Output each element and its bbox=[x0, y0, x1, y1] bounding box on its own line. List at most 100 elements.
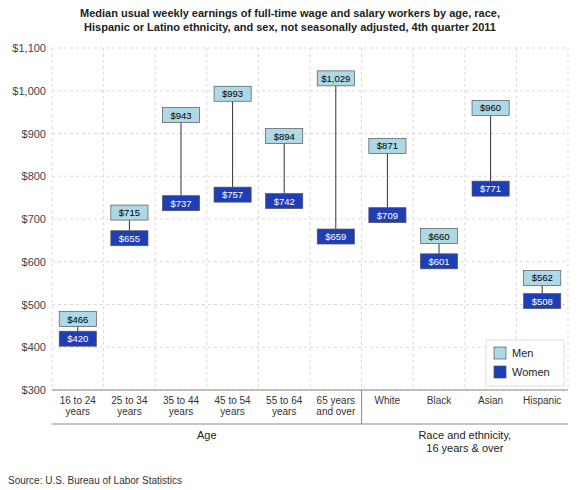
data-labels: $466 $715 $943 $993 $894 $1,029 $871 $660 $960 $5… bbox=[67, 73, 553, 344]
value-box bbox=[317, 71, 354, 86]
value-box bbox=[59, 312, 96, 327]
data-label: $508 bbox=[532, 296, 553, 307]
value-box bbox=[162, 108, 199, 123]
data-label: $466 bbox=[67, 314, 88, 325]
legend: Men Women bbox=[486, 340, 564, 386]
connector bbox=[181, 123, 182, 196]
x-tick-label: Hispanic bbox=[523, 395, 561, 406]
category-separator bbox=[258, 48, 259, 390]
connector bbox=[387, 153, 388, 207]
category-separator bbox=[464, 48, 465, 390]
data-label: $420 bbox=[67, 333, 88, 344]
legend-frame bbox=[486, 340, 564, 386]
data-label: $742 bbox=[274, 196, 295, 207]
y-tick-label: $500 bbox=[22, 299, 46, 311]
value-box bbox=[214, 187, 251, 202]
x-tick-label: 16 to 24years bbox=[60, 395, 97, 417]
value-box bbox=[369, 208, 406, 223]
chart: Median usual weekly earnings of full-tim… bbox=[0, 0, 580, 490]
grid-line bbox=[52, 261, 568, 262]
y-tick-label: $900 bbox=[22, 128, 46, 140]
data-label: $601 bbox=[428, 256, 449, 267]
y-tick-label: $800 bbox=[22, 170, 46, 182]
data-label: $894 bbox=[274, 131, 295, 142]
category-separator bbox=[52, 48, 53, 390]
source: Source: U.S. Bureau of Labor Statistics bbox=[8, 475, 182, 486]
grid bbox=[52, 48, 568, 390]
value-box bbox=[214, 86, 251, 101]
value-box bbox=[162, 196, 199, 211]
x-axis-line bbox=[52, 390, 568, 391]
connector bbox=[542, 285, 543, 293]
value-box bbox=[524, 294, 561, 309]
group-bracket bbox=[52, 424, 362, 425]
x-tick-label: 25 to 34years bbox=[111, 395, 148, 417]
value-box bbox=[111, 231, 148, 246]
data-label: $871 bbox=[377, 140, 398, 151]
connector bbox=[284, 144, 285, 194]
category-separator bbox=[155, 48, 156, 390]
category-separator bbox=[361, 48, 362, 390]
x-tick-label: 45 to 54years bbox=[215, 395, 252, 417]
y-tick-label: $1,000 bbox=[12, 85, 46, 97]
value-box bbox=[111, 205, 148, 220]
grid-line bbox=[52, 390, 568, 391]
value-box bbox=[369, 138, 406, 153]
category-separator bbox=[103, 48, 104, 390]
value-box bbox=[317, 229, 354, 244]
value-box bbox=[420, 229, 457, 244]
category-separator bbox=[413, 48, 414, 390]
data-label: $715 bbox=[119, 207, 140, 218]
connector bbox=[439, 244, 440, 254]
legend-label: Women bbox=[512, 366, 550, 378]
value-box bbox=[420, 254, 457, 269]
group-bracket bbox=[362, 424, 568, 425]
group-label: Age bbox=[197, 429, 217, 441]
title: Median usual weekly earnings of full-tim… bbox=[80, 7, 500, 33]
data-label: $660 bbox=[428, 231, 449, 242]
x-tick-label: Black bbox=[427, 395, 452, 406]
x-tick-label: Asian bbox=[478, 395, 503, 406]
value-box bbox=[472, 181, 509, 196]
y-tick-label: $700 bbox=[22, 213, 46, 225]
connector bbox=[232, 101, 233, 187]
value-box bbox=[524, 270, 561, 285]
data-label: $709 bbox=[377, 210, 398, 221]
category-separator bbox=[206, 48, 207, 390]
marks bbox=[59, 71, 561, 346]
group-label: Race and ethnicity,16 years & over bbox=[418, 429, 511, 454]
data-label: $943 bbox=[170, 110, 191, 121]
x-tick-label: White bbox=[375, 395, 401, 406]
category-separator bbox=[568, 48, 569, 390]
y-tick-label: $400 bbox=[22, 341, 46, 353]
grid-line bbox=[52, 304, 568, 305]
x-tick-label: 35 to 44years bbox=[163, 395, 200, 417]
value-box bbox=[266, 129, 303, 144]
data-label: $737 bbox=[170, 198, 191, 209]
connector bbox=[129, 220, 130, 231]
value-box bbox=[59, 331, 96, 346]
group-separator bbox=[361, 390, 362, 424]
connector bbox=[490, 115, 491, 181]
data-label: $771 bbox=[480, 183, 501, 194]
y-tick-label: $300 bbox=[22, 384, 46, 396]
connector bbox=[335, 86, 336, 229]
y-tick-label: $1,100 bbox=[12, 42, 46, 54]
category-separator bbox=[310, 48, 311, 390]
y-tick-label: $600 bbox=[22, 256, 46, 268]
legend-swatch bbox=[494, 347, 506, 359]
x-tick-label: 65 yearsand over bbox=[316, 395, 356, 417]
value-box bbox=[472, 100, 509, 115]
x-tick-label: 55 to 64years bbox=[266, 395, 303, 417]
data-label: $1,029 bbox=[321, 73, 350, 84]
legend-label: Men bbox=[512, 347, 533, 359]
data-label: $659 bbox=[325, 231, 346, 242]
background bbox=[0, 0, 580, 490]
data-label: $960 bbox=[480, 102, 501, 113]
value-box bbox=[266, 194, 303, 209]
connector bbox=[77, 327, 78, 332]
data-label: $993 bbox=[222, 88, 243, 99]
data-label: $655 bbox=[119, 233, 140, 244]
category-separator bbox=[516, 48, 517, 390]
legend-swatch bbox=[494, 366, 506, 378]
